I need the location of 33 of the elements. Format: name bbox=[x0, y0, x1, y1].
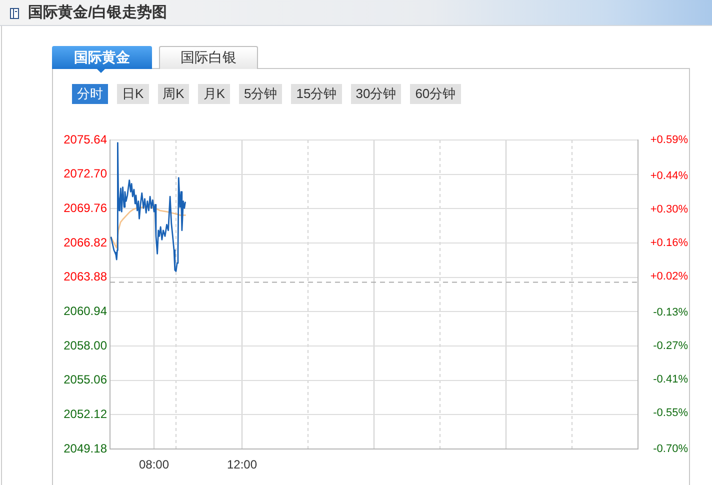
y-tick-label: 2060.94 bbox=[64, 304, 108, 318]
y2-tick-label: +0.16% bbox=[650, 237, 688, 250]
y-tick-label: 2055.06 bbox=[64, 372, 108, 387]
y-tick-label: 2069.76 bbox=[64, 200, 108, 215]
y2-tick-label: +0.59% bbox=[650, 134, 688, 146]
y2-tick-label: -0.70% bbox=[653, 443, 688, 456]
button: 15分钟 bbox=[291, 84, 342, 104]
button: 日K bbox=[117, 84, 149, 104]
button: 月K bbox=[198, 84, 230, 104]
y2-tick-label: -0.13% bbox=[653, 306, 688, 318]
y2-tick-label: +0.30% bbox=[650, 203, 688, 216]
y2-tick-label: +0.02% bbox=[650, 270, 688, 283]
y2-tick-label: -0.55% bbox=[653, 407, 688, 420]
button: 5分钟 bbox=[239, 84, 282, 104]
button: 30分钟 bbox=[350, 84, 402, 104]
y-tick-label: 2063.88 bbox=[64, 270, 108, 284]
y-tick-label: 2072.70 bbox=[64, 166, 108, 181]
y-tick-label: 2052.12 bbox=[64, 406, 108, 421]
y-tick-label: 2066.82 bbox=[64, 235, 108, 250]
y-tick-label: 2075.64 bbox=[64, 132, 108, 146]
chart-title: 国际黄金/白银走势图 bbox=[28, 3, 168, 23]
x-tick-label: 08:00 bbox=[138, 458, 170, 472]
tab: 国际白银 bbox=[159, 46, 258, 69]
x-tick-label: 12:00 bbox=[226, 458, 258, 472]
button: 分时 bbox=[72, 84, 108, 104]
y2-tick-label: -0.27% bbox=[653, 340, 688, 352]
y-tick-label: 2058.00 bbox=[64, 338, 108, 352]
y-tick-label: 2049.18 bbox=[64, 441, 108, 456]
tab: 国际黄金 bbox=[52, 46, 152, 69]
button: 周K bbox=[158, 84, 190, 104]
y2-tick-label: +0.44% bbox=[650, 170, 688, 182]
button: 60分钟 bbox=[410, 84, 461, 104]
y2-tick-label: -0.41% bbox=[653, 374, 688, 386]
